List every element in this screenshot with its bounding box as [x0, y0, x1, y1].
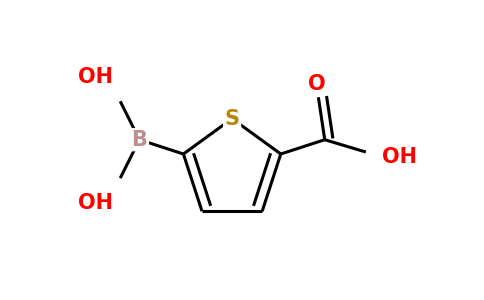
Text: OH: OH — [78, 67, 113, 86]
Text: O: O — [308, 74, 325, 94]
Text: B: B — [132, 130, 147, 150]
Text: OH: OH — [382, 147, 417, 167]
Text: OH: OH — [78, 193, 113, 213]
Text: S: S — [225, 109, 240, 129]
